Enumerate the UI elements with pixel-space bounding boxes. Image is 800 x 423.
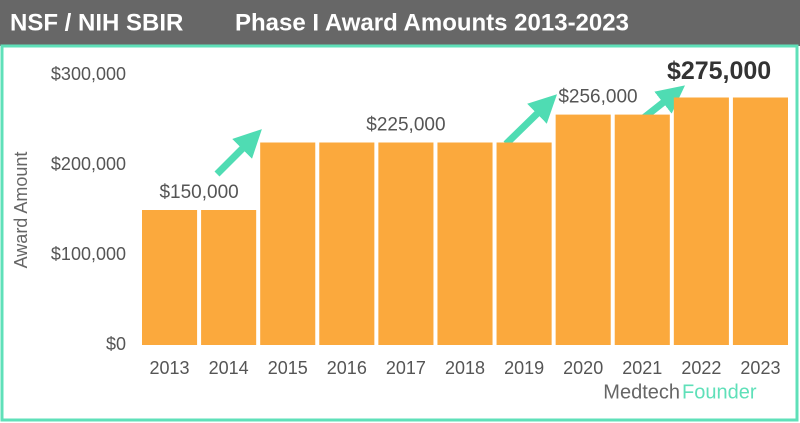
y-tick-label: $300,000 — [51, 64, 126, 84]
bar — [555, 114, 611, 345]
bar — [378, 142, 434, 345]
bar — [614, 114, 670, 345]
x-tick-label: 2021 — [622, 358, 662, 378]
x-tick-label: 2018 — [445, 358, 485, 378]
y-tick-label: $200,000 — [51, 154, 126, 174]
y-tick-label: $0 — [106, 334, 126, 354]
y-axis-label: Award Amount — [11, 152, 31, 269]
x-tick-label: 2022 — [681, 358, 721, 378]
value-label: $150,000 — [159, 182, 238, 203]
y-tick-label: $100,000 — [51, 244, 126, 264]
chart-subtitle: Phase I Award Amounts 2013-2023 — [235, 9, 629, 36]
x-tick-label: 2016 — [327, 358, 367, 378]
credit-2: Founder — [682, 381, 757, 403]
arrow — [214, 129, 262, 177]
arrow — [503, 94, 558, 147]
value-label: $225,000 — [366, 115, 445, 136]
value-label: $256,000 — [558, 87, 637, 108]
x-tick-label: 2019 — [504, 358, 544, 378]
bar — [496, 142, 552, 345]
x-tick-label: 2014 — [209, 358, 249, 378]
bar — [260, 142, 316, 345]
chart-title: NSF / NIH SBIR — [10, 9, 183, 36]
x-tick-label: 2013 — [150, 358, 190, 378]
value-label: $275,000 — [667, 57, 771, 85]
bar — [142, 210, 198, 345]
x-tick-label: 2023 — [740, 358, 780, 378]
bar — [673, 97, 729, 345]
bar — [319, 142, 375, 345]
x-tick-label: 2015 — [268, 358, 308, 378]
bar — [732, 97, 788, 345]
header-bar — [0, 0, 800, 46]
x-tick-label: 2020 — [563, 358, 603, 378]
credit-1: Medtech — [603, 381, 680, 403]
bar — [201, 210, 257, 345]
bar — [437, 142, 493, 345]
x-tick-label: 2017 — [386, 358, 426, 378]
